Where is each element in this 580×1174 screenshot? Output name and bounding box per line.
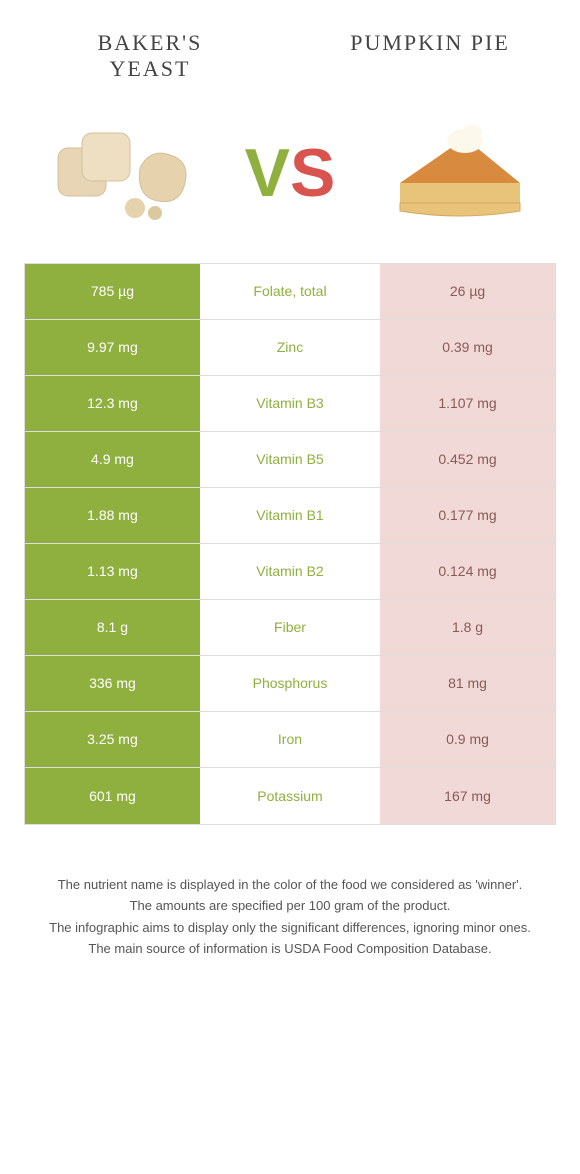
right-value: 167 mg xyxy=(380,768,555,824)
table-row: 336 mgPhosphorus81 mg xyxy=(25,656,555,712)
nutrient-name: Vitamin B2 xyxy=(200,544,380,599)
vs-s-letter: S xyxy=(290,134,335,212)
left-value: 3.25 mg xyxy=(25,712,200,767)
right-food-title: PUMPKIN PIE xyxy=(340,30,520,83)
nutrient-name: Folate, total xyxy=(200,264,380,319)
table-row: 9.97 mgZinc0.39 mg xyxy=(25,320,555,376)
footer-line: The nutrient name is displayed in the co… xyxy=(30,875,550,895)
vs-row: V S xyxy=(0,93,580,263)
left-value: 601 mg xyxy=(25,768,200,824)
left-value: 1.88 mg xyxy=(25,488,200,543)
right-value: 0.177 mg xyxy=(380,488,555,543)
footer-notes: The nutrient name is displayed in the co… xyxy=(0,825,580,959)
right-value: 0.124 mg xyxy=(380,544,555,599)
table-row: 1.13 mgVitamin B20.124 mg xyxy=(25,544,555,600)
table-row: 8.1 gFiber1.8 g xyxy=(25,600,555,656)
footer-line: The infographic aims to display only the… xyxy=(30,918,550,938)
nutrient-name: Vitamin B3 xyxy=(200,376,380,431)
right-food-image xyxy=(370,113,540,233)
nutrient-name: Zinc xyxy=(200,320,380,375)
right-value: 0.452 mg xyxy=(380,432,555,487)
right-value: 1.107 mg xyxy=(380,376,555,431)
left-value: 12.3 mg xyxy=(25,376,200,431)
left-value: 8.1 g xyxy=(25,600,200,655)
comparison-table: 785 µgFolate, total26 µg9.97 mgZinc0.39 … xyxy=(24,263,556,825)
nutrient-name: Vitamin B5 xyxy=(200,432,380,487)
header: BAKER'S YEAST PUMPKIN PIE xyxy=(0,0,580,93)
nutrient-name: Iron xyxy=(200,712,380,767)
table-row: 601 mgPotassium167 mg xyxy=(25,768,555,824)
table-row: 1.88 mgVitamin B10.177 mg xyxy=(25,488,555,544)
left-value: 1.13 mg xyxy=(25,544,200,599)
footer-line: The amounts are specified per 100 gram o… xyxy=(30,896,550,916)
table-row: 785 µgFolate, total26 µg xyxy=(25,264,555,320)
left-value: 9.97 mg xyxy=(25,320,200,375)
left-value: 336 mg xyxy=(25,656,200,711)
right-value: 26 µg xyxy=(380,264,555,319)
right-value: 0.9 mg xyxy=(380,712,555,767)
nutrient-name: Phosphorus xyxy=(200,656,380,711)
left-food-title: BAKER'S YEAST xyxy=(60,30,240,83)
nutrient-name: Potassium xyxy=(200,768,380,824)
right-value: 0.39 mg xyxy=(380,320,555,375)
left-food-image xyxy=(40,113,210,233)
footer-line: The main source of information is USDA F… xyxy=(30,939,550,959)
right-value: 1.8 g xyxy=(380,600,555,655)
table-row: 4.9 mgVitamin B50.452 mg xyxy=(25,432,555,488)
nutrient-name: Fiber xyxy=(200,600,380,655)
left-value: 4.9 mg xyxy=(25,432,200,487)
left-value: 785 µg xyxy=(25,264,200,319)
vs-label: V S xyxy=(245,134,336,212)
right-value: 81 mg xyxy=(380,656,555,711)
vs-v-letter: V xyxy=(245,134,290,212)
nutrient-name: Vitamin B1 xyxy=(200,488,380,543)
table-row: 12.3 mgVitamin B31.107 mg xyxy=(25,376,555,432)
table-row: 3.25 mgIron0.9 mg xyxy=(25,712,555,768)
